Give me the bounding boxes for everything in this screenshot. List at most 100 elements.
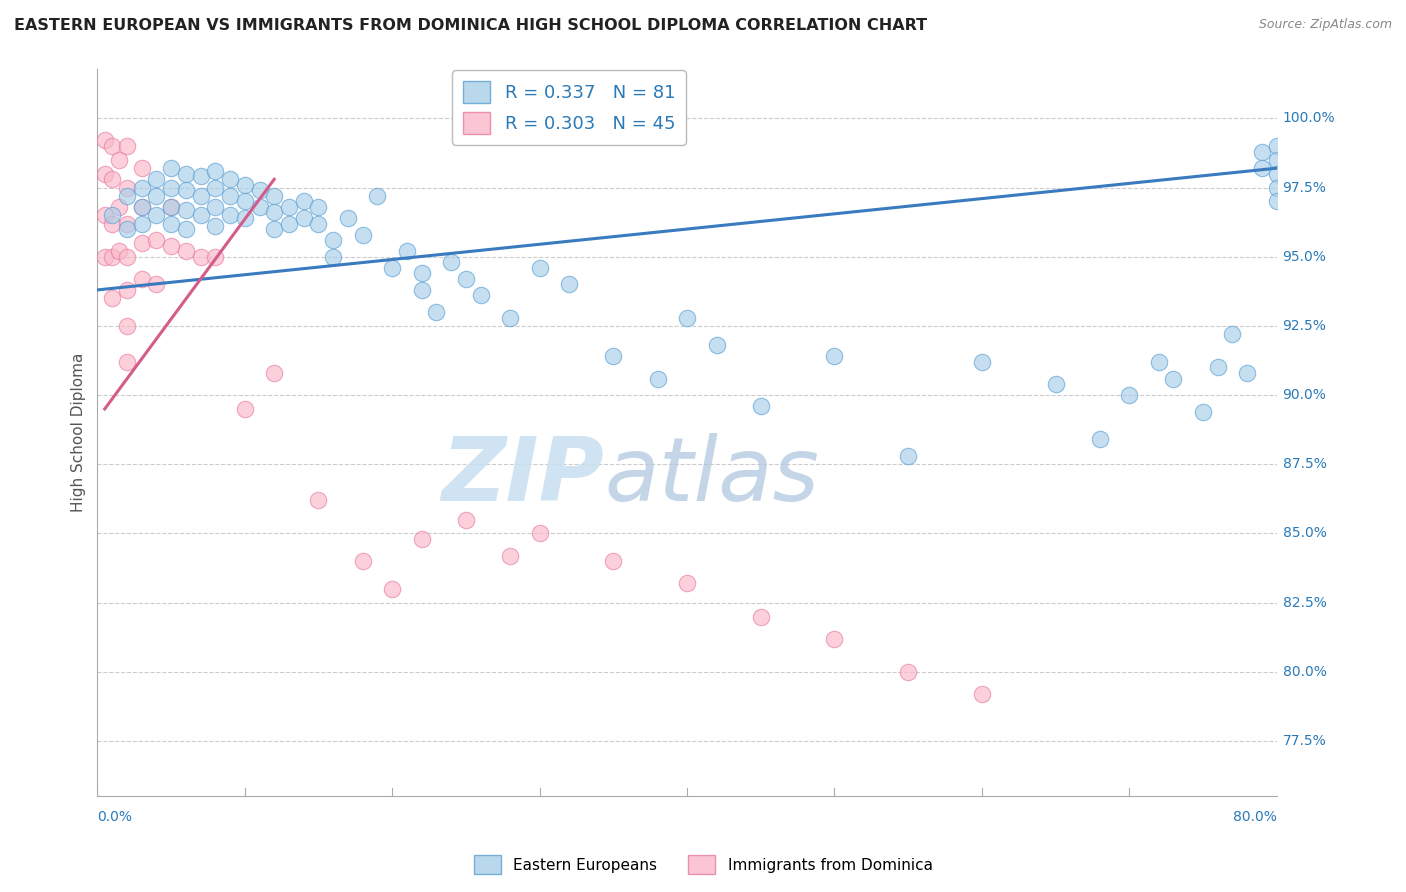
Point [1147,355,1170,369]
Point [1251,161,1274,176]
Point [1265,167,1288,181]
Point [676,576,699,591]
Point [529,526,551,541]
Point [322,250,344,264]
Point [233,211,256,225]
Point [1265,194,1288,209]
Point [336,211,359,225]
Legend: R = 0.337   N = 81, R = 0.303   N = 45: R = 0.337 N = 81, R = 0.303 N = 45 [453,70,686,145]
Point [115,283,138,297]
Point [749,609,772,624]
Point [1222,327,1244,342]
Point [1163,371,1185,385]
Point [131,200,153,214]
Point [249,200,271,214]
Text: 97.5%: 97.5% [1282,180,1326,194]
Point [233,178,256,192]
Point [647,371,669,385]
Point [174,222,197,236]
Point [263,205,285,219]
Text: EASTERN EUROPEAN VS IMMIGRANTS FROM DOMINICA HIGH SCHOOL DIPLOMA CORRELATION CHA: EASTERN EUROPEAN VS IMMIGRANTS FROM DOMI… [14,18,927,33]
Point [131,180,153,194]
Point [108,153,131,167]
Point [558,277,581,292]
Point [204,250,226,264]
Point [190,189,212,203]
Point [115,139,138,153]
Point [411,266,433,280]
Point [308,200,330,214]
Point [174,244,197,259]
Text: 95.0%: 95.0% [1282,250,1326,264]
Point [499,549,522,563]
Text: 80.0%: 80.0% [1233,810,1277,824]
Point [1265,153,1288,167]
Point [352,227,374,242]
Point [263,366,285,380]
Point [190,208,212,222]
Point [115,217,138,231]
Point [131,161,153,176]
Point [970,355,993,369]
Text: 90.0%: 90.0% [1282,388,1326,402]
Point [292,194,315,209]
Point [823,632,845,646]
Point [101,250,124,264]
Point [174,183,197,197]
Point [1206,360,1229,375]
Legend: Eastern Europeans, Immigrants from Dominica: Eastern Europeans, Immigrants from Domin… [467,849,939,880]
Point [145,189,167,203]
Point [204,200,226,214]
Point [108,244,131,259]
Text: 80.0%: 80.0% [1282,665,1326,679]
Point [454,272,477,286]
Point [101,208,124,222]
Point [131,235,153,250]
Point [440,255,463,269]
Point [160,161,183,176]
Text: 77.5%: 77.5% [1282,734,1326,748]
Point [278,200,301,214]
Point [160,200,183,214]
Y-axis label: High School Diploma: High School Diploma [72,352,86,512]
Point [204,164,226,178]
Point [145,233,167,247]
Point [411,532,433,546]
Point [278,217,301,231]
Point [160,200,183,214]
Point [529,260,551,275]
Point [1045,377,1067,392]
Point [1088,433,1111,447]
Point [101,291,124,305]
Point [108,200,131,214]
Point [602,554,624,568]
Point [93,208,115,222]
Point [160,217,183,231]
Text: 82.5%: 82.5% [1282,596,1326,610]
Point [190,250,212,264]
Point [174,202,197,217]
Point [219,208,242,222]
Point [233,194,256,209]
Point [308,217,330,231]
Text: atlas: atlas [605,434,820,519]
Point [308,493,330,508]
Point [145,172,167,186]
Point [425,305,447,319]
Point [897,665,920,679]
Text: 92.5%: 92.5% [1282,319,1326,333]
Point [115,180,138,194]
Point [160,180,183,194]
Point [131,200,153,214]
Point [1265,180,1288,194]
Point [160,238,183,252]
Point [381,582,404,596]
Point [115,222,138,236]
Point [101,172,124,186]
Point [263,222,285,236]
Text: Source: ZipAtlas.com: Source: ZipAtlas.com [1258,18,1392,31]
Point [823,350,845,364]
Point [204,180,226,194]
Point [322,233,344,247]
Point [101,139,124,153]
